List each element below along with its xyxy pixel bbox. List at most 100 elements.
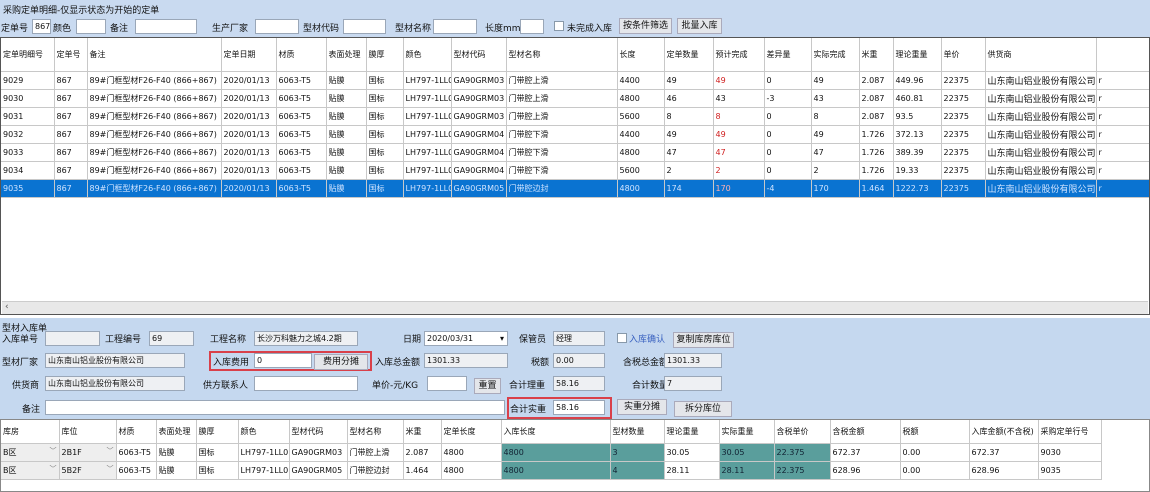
column-header[interactable]: 实际重量 (719, 420, 775, 444)
table-cell[interactable]: 9032 (1, 125, 55, 144)
table-cell[interactable]: LH797-1LL0 (238, 461, 290, 480)
table-cell[interactable]: 门带腔下滑 (506, 125, 618, 144)
table-cell[interactable]: 国标 (366, 71, 404, 90)
table-cell[interactable]: 贴膜 (326, 89, 367, 108)
column-header[interactable]: 材质 (276, 38, 327, 72)
table-cell[interactable]: 89#门框型材F26-F40 (866+867) (87, 125, 222, 144)
table-cell[interactable]: 4800 (617, 143, 665, 162)
table-cell[interactable]: 170 (811, 179, 860, 198)
column-header[interactable]: 型材数量 (610, 420, 665, 444)
table-cell[interactable]: 9033 (1, 143, 55, 162)
column-header[interactable] (1096, 38, 1149, 72)
table-cell[interactable]: 1.726 (859, 161, 894, 180)
table-cell[interactable]: 49 (713, 125, 765, 144)
table-cell[interactable]: GA90GRM03 (289, 443, 348, 462)
dropdown-cell[interactable]: 5B2F ﹀ (59, 461, 117, 480)
name-input[interactable] (433, 19, 477, 34)
table-cell[interactable]: 30.05 (719, 443, 775, 462)
table-cell[interactable]: 3 (610, 443, 665, 462)
table-cell[interactable]: LH797-1LL0 (238, 443, 290, 462)
table-cell[interactable]: 山东南山铝业股份有限公司 (985, 143, 1097, 162)
filter-button[interactable]: 按条件筛选 (619, 18, 672, 34)
table-cell[interactable]: 4800 (617, 89, 665, 108)
table-row[interactable]: B区 ﹀ 2B1F ﹀ 6063-T5 贴膜 国标 LH797-1LL0 GA90GRM03 门带… (1, 443, 1102, 462)
table-cell[interactable]: 0.00 (900, 443, 970, 462)
table-cell[interactable]: 9030 (1038, 443, 1102, 462)
table-cell[interactable]: 22.375 (774, 461, 831, 480)
column-header[interactable]: 定单号 (54, 38, 88, 72)
column-header[interactable]: 型材名称 (347, 420, 404, 444)
table-cell[interactable]: 8 (713, 107, 765, 126)
table-cell[interactable]: 6063-T5 (276, 107, 327, 126)
table-cell[interactable]: 8 (811, 107, 860, 126)
table-row[interactable]: 9030 867 89#门框型材F26-F40 (866+867) 2020/01/1… (1, 89, 1149, 108)
table-cell[interactable]: 43 (713, 89, 765, 108)
table-cell[interactable]: 89#门框型材F26-F40 (866+867) (87, 89, 222, 108)
project-no-input[interactable]: 69 (149, 331, 194, 346)
table-cell[interactable]: 22375 (941, 161, 986, 180)
table-cell[interactable]: 867 (54, 107, 88, 126)
column-header[interactable]: 单价 (941, 38, 986, 72)
table-cell[interactable]: 5600 (617, 161, 665, 180)
table-cell[interactable]: 628.96 (830, 461, 901, 480)
column-header[interactable]: 长度 (617, 38, 665, 72)
table-cell[interactable]: GA90GRM03 (451, 107, 507, 126)
column-header[interactable]: 入库长度 (501, 420, 611, 444)
table-cell[interactable]: LH797-1LL0 (403, 143, 452, 162)
table-row[interactable]: 9035 867 89#门框型材F26-F40 (866+867) 2020/01/1… (1, 179, 1149, 198)
table-cell[interactable]: 2020/01/13 (221, 107, 277, 126)
table-cell[interactable]: 89#门框型材F26-F40 (866+867) (87, 71, 222, 90)
column-header[interactable]: 颜色 (238, 420, 290, 444)
project-name-input[interactable]: 长沙万科魅力之城4.2期 (254, 331, 358, 346)
column-header[interactable]: 理论重量 (893, 38, 942, 72)
table-cell[interactable]: 0 (764, 71, 812, 90)
table-cell[interactable]: 4800 (501, 443, 611, 462)
table-cell[interactable]: 22375 (941, 143, 986, 162)
column-header[interactable]: 材质 (116, 420, 157, 444)
table-cell[interactable]: 门带腔边封 (506, 179, 618, 198)
table-cell[interactable]: LH797-1LL0 (403, 161, 452, 180)
table-cell[interactable]: 门带腔上滑 (506, 71, 618, 90)
table-cell[interactable]: 22375 (941, 107, 986, 126)
table-cell[interactable]: 贴膜 (326, 71, 367, 90)
table-cell[interactable]: 47 (664, 143, 714, 162)
table-cell[interactable]: r (1096, 143, 1149, 162)
table-cell[interactable]: 2.087 (859, 89, 894, 108)
table-row[interactable]: B区 ﹀ 5B2F ﹀ 6063-T5 贴膜 国标 LH797-1LL0 GA90GRM05 门带… (1, 461, 1102, 480)
length-input[interactable] (520, 19, 544, 34)
code-input[interactable] (343, 19, 386, 34)
table-cell[interactable]: 山东南山铝业股份有限公司 (985, 107, 1097, 126)
supplier-input[interactable]: 山东南山铝业股份有限公司 (45, 376, 185, 391)
table-row[interactable]: 9029 867 89#门框型材F26-F40 (866+867) 2020/01/1… (1, 71, 1149, 90)
column-header[interactable]: 定单明细号 (1, 38, 55, 72)
column-header[interactable]: 型材代码 (451, 38, 507, 72)
table-cell[interactable]: LH797-1LL0 (403, 125, 452, 144)
table-cell[interactable]: 9034 (1, 161, 55, 180)
table-cell[interactable]: 山东南山铝业股份有限公司 (985, 179, 1097, 198)
table-row[interactable]: 9034 867 89#门框型材F26-F40 (866+867) 2020/01/1… (1, 161, 1149, 180)
theory-weight-input[interactable]: 58.16 (553, 376, 605, 391)
table-cell[interactable]: 2 (664, 161, 714, 180)
table-cell[interactable]: 9029 (1, 71, 55, 90)
table-cell[interactable]: 93.5 (893, 107, 942, 126)
dropdown-cell[interactable]: B区 ﹀ (1, 461, 60, 480)
table-cell[interactable]: 国标 (366, 89, 404, 108)
table-cell[interactable]: 4400 (617, 71, 665, 90)
table-cell[interactable]: 6063-T5 (276, 179, 327, 198)
table-cell[interactable]: 4800 (617, 179, 665, 198)
table-cell[interactable]: 4800 (441, 461, 502, 480)
receipt-no-input[interactable] (45, 331, 100, 346)
weight-split-button[interactable]: 实重分摊 (617, 399, 667, 415)
table-cell[interactable]: 6063-T5 (276, 125, 327, 144)
table-cell[interactable]: 2.087 (403, 443, 442, 462)
qty-input[interactable]: 7 (664, 376, 722, 391)
copy-location-button[interactable]: 复制库房库位 (673, 332, 734, 348)
table-cell[interactable]: 门带腔上滑 (506, 89, 618, 108)
table-cell[interactable]: 2020/01/13 (221, 161, 277, 180)
table-cell[interactable]: 8 (664, 107, 714, 126)
table-cell[interactable]: 2 (811, 161, 860, 180)
date-picker[interactable]: 2020/03/31 ▾ (424, 331, 508, 346)
table-cell[interactable]: 贴膜 (326, 143, 367, 162)
table-cell[interactable]: 0.00 (900, 461, 970, 480)
table-cell[interactable]: 89#门框型材F26-F40 (866+867) (87, 107, 222, 126)
